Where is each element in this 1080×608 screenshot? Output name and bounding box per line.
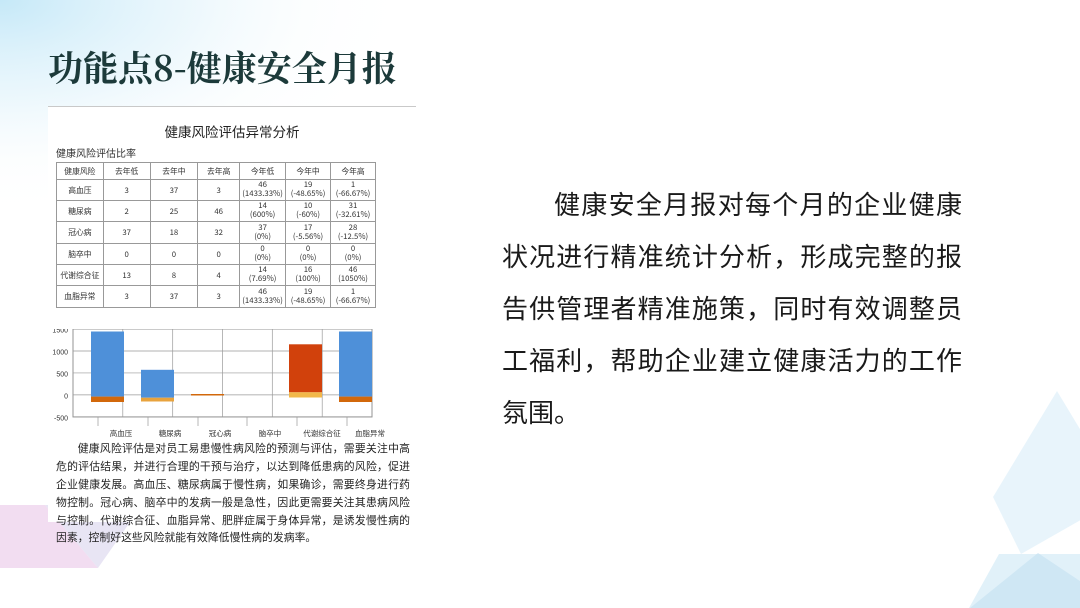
svg-text:1500: 1500 — [52, 329, 68, 335]
svg-text:0: 0 — [64, 393, 68, 400]
svg-text:-500: -500 — [54, 415, 68, 422]
svg-text:500: 500 — [56, 371, 68, 378]
svg-text:1000: 1000 — [52, 349, 68, 356]
